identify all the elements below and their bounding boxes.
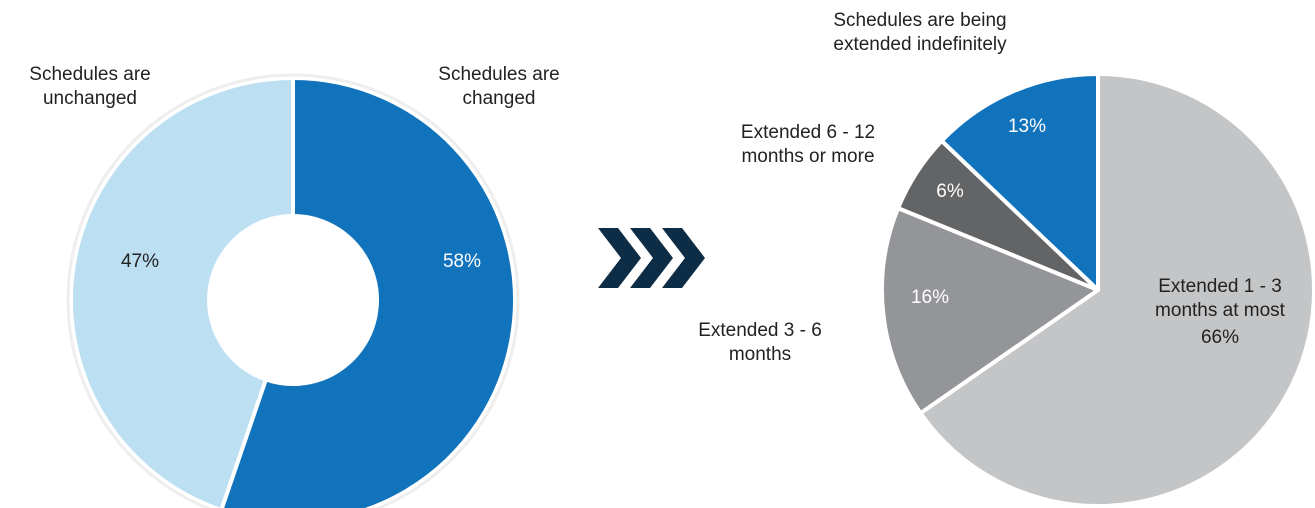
slice-name: Extended 6 - 12 months or more (741, 122, 875, 167)
slice-name: Extended 1 - 3 months at most (1155, 276, 1286, 321)
chevrons (598, 228, 705, 288)
pie-slice (880, 206, 1100, 416)
slice-name: Schedules are being extended indefinitely (833, 10, 1007, 55)
pie-slice (939, 72, 1100, 292)
value-label: 13% (1008, 116, 1046, 137)
value-label: 16% (911, 287, 949, 308)
value-label: 58% (443, 251, 481, 272)
donut-slice (219, 76, 517, 508)
slice-name: Schedules are unchanged (29, 64, 150, 109)
slice-name: Schedules are changed (438, 64, 559, 109)
slice-name: Extended 3 - 6 months (698, 320, 822, 365)
value-label: 66% (1201, 327, 1239, 348)
value-label: 47% (121, 251, 159, 272)
value-label: 6% (936, 181, 964, 202)
pie-slice (918, 72, 1315, 508)
donut-slice (69, 76, 295, 508)
donut-outline (66, 73, 520, 508)
